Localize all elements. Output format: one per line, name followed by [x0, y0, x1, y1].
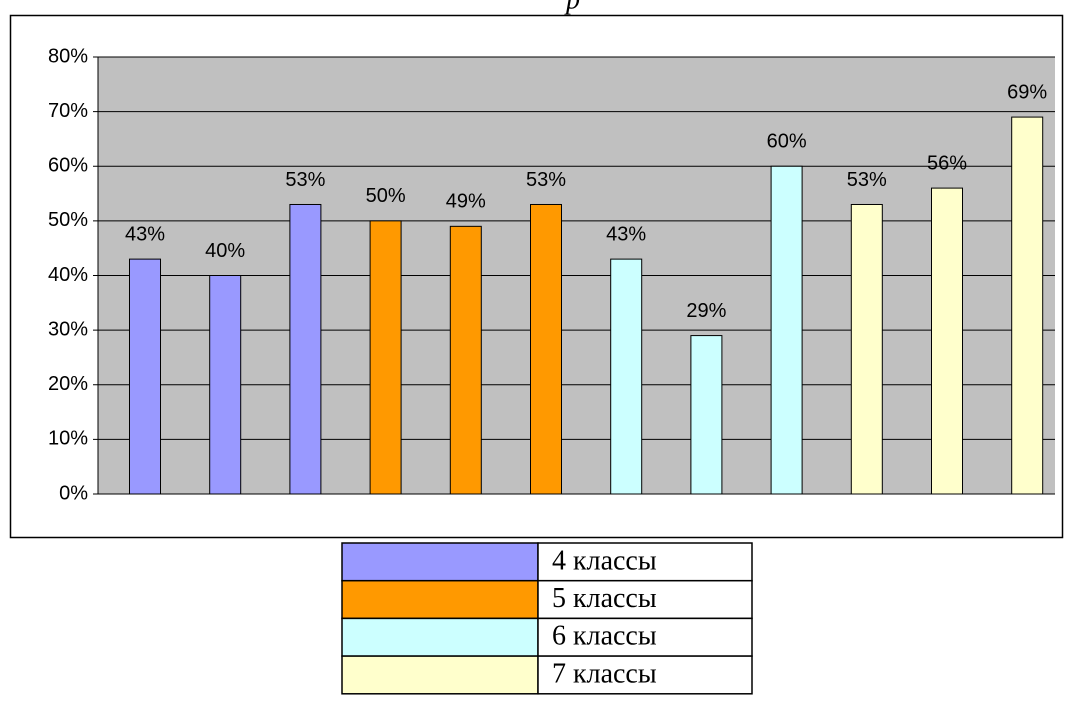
value-label: 53% — [847, 169, 887, 191]
bar — [850, 203, 883, 495]
chart-title: р — [564, 0, 580, 15]
bar — [369, 220, 402, 495]
y-tick-label: 10% — [48, 428, 88, 450]
value-label: 29% — [686, 300, 726, 322]
value-label: 60% — [767, 131, 807, 153]
y-tick-label: 50% — [48, 209, 88, 231]
bar — [610, 258, 643, 495]
value-label: 69% — [1007, 81, 1047, 103]
bar — [770, 165, 803, 495]
y-tick-label: 0% — [59, 482, 88, 504]
chart-frame — [9, 14, 1064, 539]
y-tick-label: 30% — [48, 318, 88, 340]
value-label: 50% — [366, 185, 406, 207]
value-label: 53% — [285, 169, 325, 191]
legend-swatch — [341, 617, 539, 657]
value-label: 53% — [526, 169, 566, 191]
legend-cell — [537, 579, 753, 620]
y-tick-label: 20% — [48, 373, 88, 395]
bar — [129, 258, 161, 495]
y-tick-label: 40% — [48, 264, 88, 286]
bar — [931, 187, 963, 495]
bar — [1011, 116, 1044, 495]
value-label: 43% — [606, 223, 646, 245]
legend-cell — [537, 655, 753, 695]
legend-cell — [537, 542, 753, 582]
y-tick-label: 70% — [48, 100, 88, 122]
legend-swatch — [341, 579, 539, 620]
legend-label: 4 классы — [552, 545, 657, 576]
legend-label: 5 классы — [552, 583, 657, 614]
y-tick-label: 80% — [48, 45, 88, 67]
legend-swatch — [341, 655, 539, 695]
value-label: 40% — [205, 240, 245, 262]
value-label: 56% — [927, 152, 967, 174]
value-label: 49% — [446, 191, 486, 213]
value-label: 43% — [125, 223, 165, 245]
bar — [209, 275, 242, 495]
legend-cell — [537, 617, 753, 657]
bar — [289, 203, 322, 495]
y-tick-label: 60% — [48, 155, 88, 177]
legend-label: 6 классы — [552, 621, 657, 652]
bar — [449, 225, 482, 495]
bar — [530, 203, 562, 495]
legend-swatch — [341, 542, 539, 582]
bar — [690, 335, 723, 495]
legend-label: 7 классы — [552, 658, 657, 689]
